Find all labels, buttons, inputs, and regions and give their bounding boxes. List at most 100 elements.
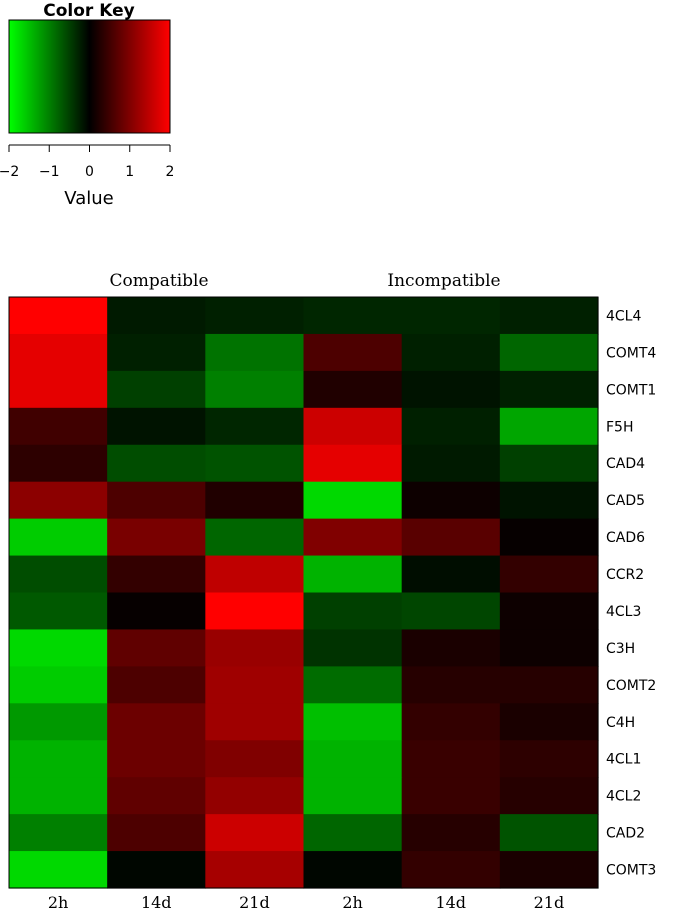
heatmap-cell	[303, 481, 403, 520]
heatmap-cell	[401, 333, 501, 372]
heatmap-cell	[205, 666, 305, 704]
heatmap-cell	[303, 629, 403, 667]
heatmap-cell	[205, 370, 305, 409]
heatmap-cell	[9, 370, 108, 409]
heatmap-cell	[9, 444, 108, 483]
heatmap-cell	[205, 851, 305, 889]
heatmap-cell	[303, 592, 403, 631]
heatmap-cell	[401, 370, 501, 409]
heatmap-cell	[205, 703, 305, 741]
heatmap-cell	[303, 407, 403, 446]
heatmap-cell	[499, 740, 599, 778]
heatmap-cell	[205, 518, 305, 557]
heatmap-cell	[107, 777, 206, 815]
heatmap-cell	[205, 481, 305, 520]
row-label: COMT2	[606, 678, 656, 694]
heatmap-cell	[107, 333, 206, 372]
heatmap-cell	[499, 444, 599, 483]
heatmap-cell	[401, 555, 501, 594]
row-label: C4H	[606, 715, 635, 731]
heatmap-cell	[9, 407, 108, 446]
heatmap-cell	[107, 703, 206, 741]
heatmap-cell	[205, 740, 305, 778]
row-label: F5H	[606, 419, 634, 435]
heatmap-cell	[401, 518, 501, 557]
column-label: 21d	[534, 893, 565, 912]
heatmap-cell	[499, 592, 599, 631]
heatmap-cell	[107, 629, 206, 667]
heatmap-cell	[401, 592, 501, 631]
heatmap-cell	[205, 629, 305, 667]
heatmap-cell	[303, 555, 403, 594]
heatmap-cell	[205, 333, 305, 372]
heatmap-cell	[401, 407, 501, 446]
color-key-tick-label: 0	[85, 164, 94, 180]
heatmap-cell	[9, 555, 108, 594]
heatmap-cell	[107, 740, 206, 778]
heatmap-cell	[107, 444, 206, 483]
heatmap-cell	[107, 555, 206, 594]
heatmap-cell	[107, 666, 206, 704]
row-label: 4CL2	[606, 789, 641, 805]
color-key-title: Color Key	[43, 1, 134, 21]
heatmap-cell	[499, 703, 599, 741]
column-label: 2h	[342, 893, 362, 912]
group-label-incompatible: Incompatible	[387, 271, 500, 291]
row-label: CAD2	[606, 826, 645, 842]
column-label: 21d	[239, 893, 270, 912]
heatmap-cell	[9, 333, 108, 372]
heatmap-cell	[205, 297, 305, 335]
row-label: C3H	[606, 641, 635, 657]
group-label-compatible: Compatible	[109, 271, 208, 291]
heatmap-cell	[499, 814, 599, 852]
row-label: CCR2	[606, 567, 644, 583]
row-label: 4CL1	[606, 752, 641, 768]
heatmap-cell	[303, 777, 403, 815]
heatmap-cell	[401, 666, 501, 704]
heatmap-cell	[401, 814, 501, 852]
heatmap-cell	[9, 481, 108, 520]
color-key-xlabel: Value	[64, 188, 113, 209]
heatmap-cell	[401, 740, 501, 778]
row-label: CAD5	[606, 493, 645, 509]
heatmap-cell	[303, 444, 403, 483]
heatmap-cell	[9, 851, 108, 889]
heatmap-cell	[303, 814, 403, 852]
heatmap-cell	[499, 851, 599, 889]
heatmap-cell	[205, 814, 305, 852]
heatmap-cell	[205, 407, 305, 446]
column-label: 14d	[435, 893, 466, 912]
heatmap-cell	[303, 703, 403, 741]
heatmap-cell	[401, 629, 501, 667]
heatmap-cell	[9, 740, 108, 778]
heatmap-cell	[303, 740, 403, 778]
heatmap-cell	[107, 407, 206, 446]
color-key-tick-label: 1	[125, 164, 134, 180]
heatmap-cell	[205, 555, 305, 594]
color-key-tick-label: −1	[39, 164, 60, 180]
row-label: 4CL4	[606, 308, 641, 324]
heatmap-cell	[499, 297, 599, 335]
heatmap-cell	[303, 370, 403, 409]
column-label: 14d	[141, 893, 172, 912]
heatmap-cell	[107, 518, 206, 557]
heatmap-cell	[9, 666, 108, 704]
row-label: CAD4	[606, 456, 645, 472]
heatmap-cell	[205, 592, 305, 631]
heatmap-frame	[8, 296, 599, 889]
heatmap-cell	[401, 481, 501, 520]
heatmap-cell	[401, 703, 501, 741]
heatmap-cell	[499, 777, 599, 815]
heatmap-cell	[499, 370, 599, 409]
heatmap-cell	[9, 518, 108, 557]
heatmap-cell	[401, 851, 501, 889]
heatmap-cell	[499, 518, 599, 557]
heatmap-cell	[401, 297, 501, 335]
heatmap-cell	[401, 777, 501, 815]
row-label: COMT4	[606, 345, 656, 361]
heatmap-cell	[303, 851, 403, 889]
color-key: Color Key −2 −1 0 1 2 Value	[0, 1, 175, 209]
heatmap-cell	[205, 777, 305, 815]
color-key-tick-label: 2	[166, 164, 175, 180]
heatmap-cell	[499, 629, 599, 667]
